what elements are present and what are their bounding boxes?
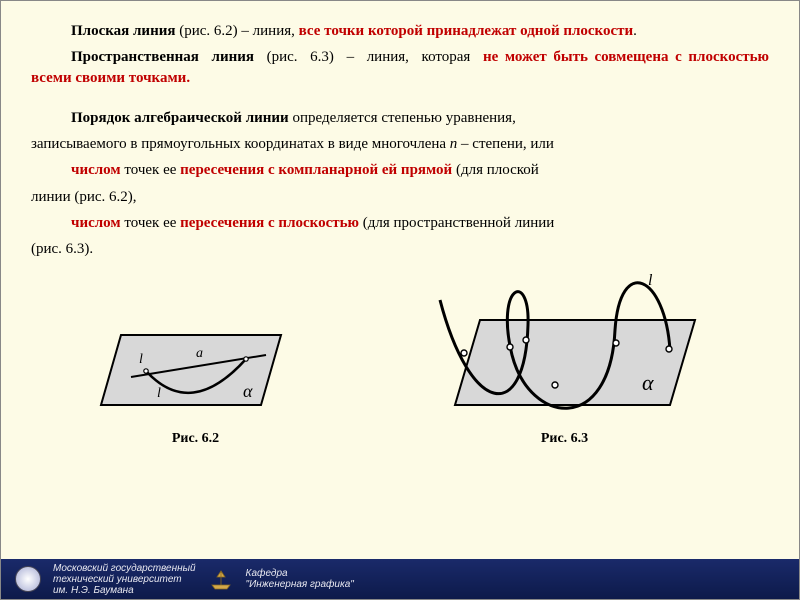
text-4a: записываемого в прямоугольных координата… xyxy=(31,136,450,152)
diagram-space-line: lα xyxy=(420,265,710,425)
caption-fig1: Рис. 6.2 xyxy=(91,431,301,447)
text-7b: точек ее xyxy=(121,215,181,231)
red-count-1: числом xyxy=(71,162,121,178)
text-2b: (рис. 6.3) – линия, которая xyxy=(254,49,483,65)
svg-text:α: α xyxy=(243,381,253,401)
text-1b: (рис. 6.2) – линия, xyxy=(175,23,298,39)
red-count-2: числом xyxy=(71,215,121,231)
svg-text:l: l xyxy=(648,272,653,289)
caption-fig2: Рис. 6.3 xyxy=(420,431,710,447)
svg-text:l: l xyxy=(157,386,161,401)
para-2: Пространственная линия (рис. 6.3) – лини… xyxy=(31,47,769,88)
svg-text:a: a xyxy=(196,346,203,361)
dept-line1: Кафедра xyxy=(246,568,354,579)
text-7d: (для пространственной линии xyxy=(359,215,554,231)
figure-6-2: a l l α Рис. 6.2 xyxy=(91,305,301,447)
para-7: числом точек ее пересечения с плоскостью… xyxy=(31,213,769,233)
text-5d: (для плоской xyxy=(452,162,539,178)
para-4: записываемого в прямоугольных координата… xyxy=(31,134,769,154)
footer-bar: Московский государственный технический у… xyxy=(1,559,799,599)
svg-text:l: l xyxy=(139,352,143,367)
para-3: Порядок алгебраической линии определяетс… xyxy=(31,108,769,128)
text-4b: – степени, или xyxy=(457,136,554,152)
text-3b: определяется степенью уравнения, xyxy=(289,110,516,126)
figure-6-3: lα Рис. 6.3 xyxy=(420,265,710,447)
def-flat-line: все точки которой принадлежат одной плос… xyxy=(299,23,634,39)
term-space-line: Пространственная линия xyxy=(71,49,254,65)
univ-line1: Московский государственный xyxy=(53,563,196,574)
university-name: Московский государственный технический у… xyxy=(53,563,196,596)
para-6: линии (рис. 6.2), xyxy=(31,187,769,207)
para-5: числом точек ее пересечения с компланарн… xyxy=(31,160,769,180)
svg-text:α: α xyxy=(642,370,654,395)
university-logo-icon xyxy=(15,566,41,592)
text-5b: точек ее xyxy=(121,162,181,178)
diagram-flat-line: a l l α xyxy=(91,305,301,425)
department-logo-icon xyxy=(208,566,234,592)
spacer-1 xyxy=(31,94,769,108)
red-intersect-1: пересечения с компланарной ей прямой xyxy=(180,162,452,178)
term-flat-line: Плоская линия xyxy=(71,23,175,39)
department-name: Кафедра "Инженерная графика" xyxy=(246,568,354,590)
slide-container: Плоская линия (рис. 6.2) – линия, все то… xyxy=(0,0,800,600)
univ-line2: технический университет xyxy=(53,574,196,585)
figures-row: allα Рис. 6.2 lα Рис. 6.3 xyxy=(31,265,769,447)
red-intersect-2: пересечения с плоскостью xyxy=(180,215,359,231)
para-1: Плоская линия (рис. 6.2) – линия, все то… xyxy=(31,21,769,41)
text-1d: . xyxy=(633,23,637,39)
univ-line3: им. Н.Э. Баумана xyxy=(53,585,196,596)
para-8: (рис. 6.3). xyxy=(31,239,769,259)
term-order: Порядок алгебраической линии xyxy=(71,110,289,126)
dept-line2: "Инженерная графика" xyxy=(246,579,354,590)
